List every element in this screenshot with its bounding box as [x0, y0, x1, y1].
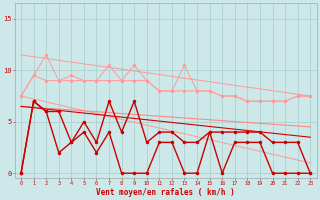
X-axis label: Vent moyen/en rafales ( km/h ): Vent moyen/en rafales ( km/h ) [96, 188, 235, 197]
